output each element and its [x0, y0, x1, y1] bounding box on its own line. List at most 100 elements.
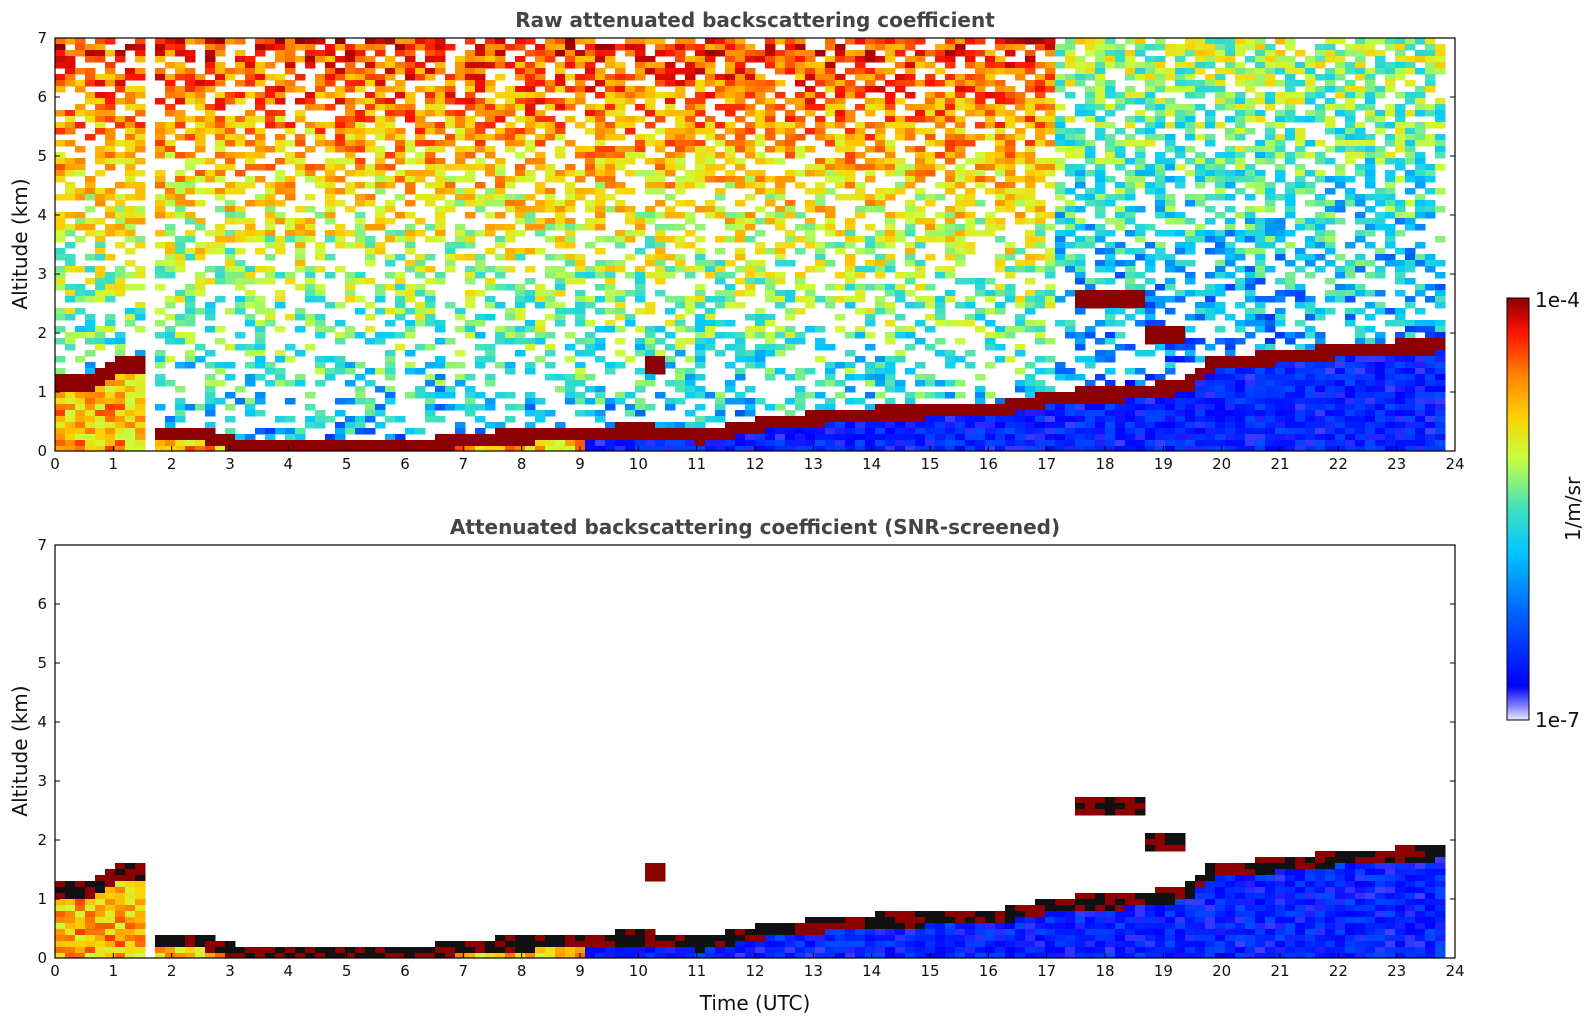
heatmap-cell [685, 56, 696, 63]
heatmap-cell [415, 140, 426, 147]
panel-raw-heatmap [55, 38, 1446, 451]
heatmap-cell [945, 416, 956, 423]
heatmap-cell [775, 92, 786, 99]
heatmap-cell [1095, 410, 1106, 417]
heatmap-cell [1035, 206, 1046, 213]
heatmap-cell [525, 38, 536, 45]
heatmap-cell [115, 224, 126, 231]
heatmap-cell [735, 50, 746, 57]
heatmap-cell [485, 104, 496, 111]
heatmap-cell [1075, 278, 1086, 285]
heatmap-cell [285, 224, 296, 231]
heatmap-cell [345, 188, 356, 195]
heatmap-cell [1105, 254, 1116, 261]
heatmap-cell [835, 272, 846, 279]
heatmap-cell [1225, 362, 1236, 369]
heatmap-cell [225, 116, 236, 123]
heatmap-cell [995, 164, 1006, 171]
heatmap-cell [235, 98, 246, 105]
heatmap-cell [455, 134, 466, 141]
heatmap-cell [885, 68, 896, 75]
heatmap-cell [575, 176, 586, 183]
heatmap-cell [295, 164, 306, 171]
heatmap-cell [545, 362, 556, 369]
heatmap-cell [865, 50, 876, 57]
heatmap-cell [925, 62, 936, 69]
heatmap-cell [525, 50, 536, 57]
heatmap-cell [535, 200, 546, 207]
heatmap-cell [1225, 170, 1236, 177]
heatmap-cell [115, 56, 126, 63]
heatmap-cell [315, 320, 326, 327]
heatmap-cell [65, 344, 76, 351]
heatmap-cell [445, 404, 456, 411]
heatmap-cell [175, 134, 186, 141]
heatmap-cell [395, 212, 406, 219]
heatmap-cell [825, 434, 836, 441]
heatmap-cell [55, 44, 66, 51]
heatmap-cell [1095, 98, 1106, 105]
heatmap-cell [905, 368, 916, 375]
heatmap-cell [855, 164, 866, 171]
heatmap-cell [905, 410, 916, 417]
heatmap-cell [725, 104, 736, 111]
heatmap-cell [245, 350, 256, 357]
heatmap-cell [575, 302, 586, 309]
heatmap-cell [365, 56, 376, 63]
heatmap-cell [475, 434, 486, 441]
heatmap-cell [955, 50, 966, 57]
heatmap-cell [445, 362, 456, 369]
heatmap-cell [955, 200, 966, 207]
heatmap-cell [315, 326, 326, 333]
heatmap-cell [85, 290, 96, 297]
heatmap-cell [1115, 248, 1126, 255]
heatmap-cell [645, 92, 656, 99]
heatmap-cell [1205, 134, 1216, 141]
heatmap-cell [975, 290, 986, 297]
heatmap-cell [135, 218, 146, 225]
heatmap-cell [365, 62, 376, 69]
heatmap-cell [975, 446, 986, 451]
heatmap-cell [155, 170, 166, 177]
heatmap-cell [1215, 386, 1226, 393]
heatmap-cell [685, 296, 696, 303]
heatmap-cell [85, 176, 96, 183]
heatmap-cell [795, 62, 806, 69]
heatmap-cell [1175, 86, 1186, 93]
heatmap-cell [685, 116, 696, 123]
heatmap-cell [555, 176, 566, 183]
heatmap-cell [995, 62, 1006, 69]
heatmap-cell [335, 158, 346, 165]
heatmap-cell [285, 50, 296, 57]
heatmap-cell [165, 416, 176, 423]
heatmap-cell [595, 410, 606, 417]
heatmap-cell [855, 50, 866, 57]
heatmap-cell [975, 434, 986, 441]
heatmap-cell [1125, 404, 1136, 411]
heatmap-cell [95, 386, 106, 393]
heatmap-cell [1095, 446, 1106, 451]
heatmap-cell [505, 44, 516, 51]
heatmap-cell [75, 104, 86, 111]
heatmap-cell [1125, 92, 1136, 99]
heatmap-cell [1095, 236, 1106, 243]
heatmap-cell [295, 380, 306, 387]
heatmap-cell [825, 296, 836, 303]
heatmap-cell [1065, 434, 1076, 441]
heatmap-cell [795, 134, 806, 141]
heatmap-cell [995, 326, 1006, 333]
heatmap-cell [1035, 230, 1046, 237]
heatmap-cell [1075, 182, 1086, 189]
heatmap-cell [645, 326, 656, 333]
heatmap-cell [995, 134, 1006, 141]
heatmap-cell [505, 92, 516, 99]
heatmap-cell [855, 140, 866, 147]
heatmap-cell [755, 206, 766, 213]
heatmap-cell [1005, 140, 1016, 147]
heatmap-cell [775, 80, 786, 87]
heatmap-cell [595, 344, 606, 351]
heatmap-cell [835, 314, 846, 321]
heatmap-cell [565, 188, 576, 195]
heatmap-cell [355, 134, 366, 141]
heatmap-cell [965, 224, 976, 231]
